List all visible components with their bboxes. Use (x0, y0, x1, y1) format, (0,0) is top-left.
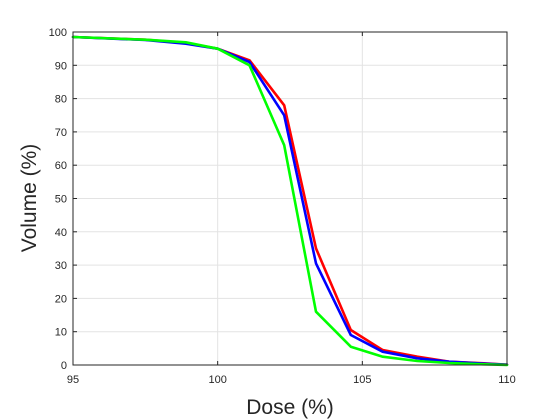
y-tick-label: 10 (55, 327, 67, 339)
series-layer (71, 35, 509, 367)
y-tick-label: 30 (55, 260, 67, 272)
x-tick-label: 100 (208, 374, 226, 386)
y-tick-label: 0 (61, 360, 67, 372)
y-tick-label: 20 (55, 293, 67, 305)
x-axis-title: Dose (%) (246, 396, 334, 419)
y-tick-label: 100 (49, 27, 67, 39)
x-tick-label: 105 (353, 374, 371, 386)
y-tick-label: 80 (55, 94, 67, 106)
x-tick-label: 110 (498, 374, 516, 386)
y-tick-label: 60 (55, 160, 67, 172)
x-tick-label: 95 (67, 374, 79, 386)
y-tick-label: 40 (55, 227, 67, 239)
y-axis-title: Volume (%) (18, 144, 41, 253)
y-tick-label: 90 (55, 60, 67, 72)
axes (72, 31, 508, 366)
series-line-3 (71, 35, 509, 367)
y-tick-label: 50 (55, 194, 67, 206)
y-tick-label: 70 (55, 127, 67, 139)
tick-labels: 95 100 105 110 0 10 20 30 40 50 60 70 80 90 100 (49, 27, 516, 386)
